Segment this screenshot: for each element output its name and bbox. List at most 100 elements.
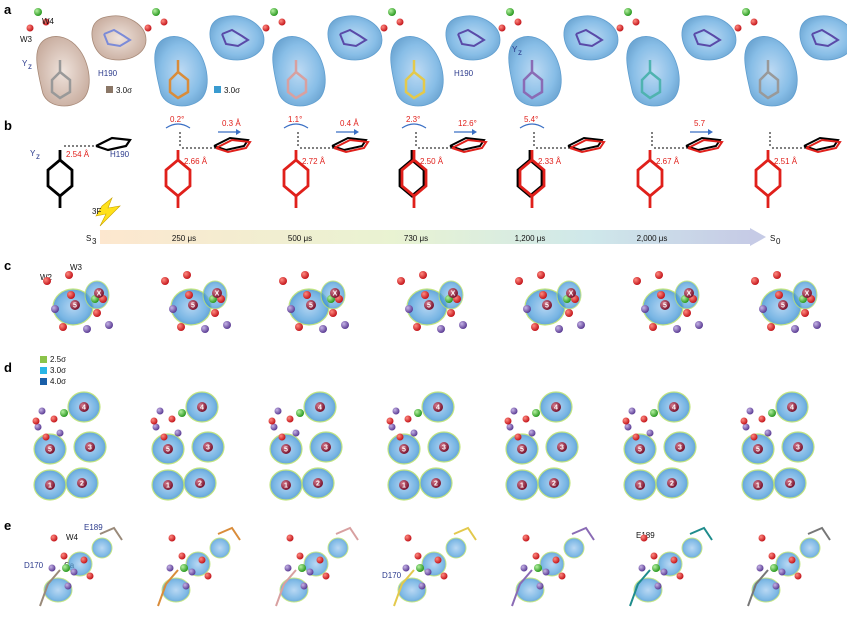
metal-atom <box>532 552 540 560</box>
water-w4 <box>160 18 168 26</box>
metal-atom <box>322 572 330 580</box>
oxygen-label: 5 <box>402 447 406 454</box>
metal-atom <box>523 305 531 313</box>
metal-atom <box>641 305 649 313</box>
oxygen-atom <box>399 444 409 454</box>
tyrosine-stick <box>758 60 780 100</box>
metal-atom <box>70 568 78 576</box>
metal-atom <box>447 309 455 317</box>
angle-tyrosine: 5.4° <box>524 115 538 124</box>
panel-label-d: d <box>4 360 12 375</box>
oxygen-label: 3 <box>206 445 210 452</box>
tyrosine-stick <box>404 60 426 100</box>
metal-atom <box>750 433 758 441</box>
water-w4 <box>750 18 758 26</box>
calcium-atom <box>62 564 70 572</box>
oxygen-label: 1 <box>520 483 524 490</box>
rotation-arrow-tyrosine <box>401 123 427 129</box>
label-x: X <box>215 291 220 298</box>
shift-histidine: 5.7 <box>694 119 706 128</box>
metal-atom <box>654 582 662 590</box>
water-w3 <box>26 24 34 32</box>
label-w3: W3 <box>20 35 33 44</box>
distance-label: 2.67 Å <box>656 157 680 166</box>
timeline-times: 250 μs 500 μs 730 μs 1,200 μs 2,000 μs <box>172 234 668 243</box>
metal-atom <box>306 568 314 576</box>
label-yz-frame5-sub: z <box>518 48 522 57</box>
metal-atom <box>223 321 231 329</box>
oxygen-atom <box>321 442 331 452</box>
density-blob <box>91 537 113 559</box>
calcium-atom <box>298 564 306 572</box>
metal-atom <box>522 415 530 423</box>
histidine-stick-red <box>687 138 724 154</box>
metal-atom <box>388 423 396 431</box>
histidine-stick <box>339 28 368 48</box>
tyrosine-stick-black <box>46 150 74 198</box>
residue-stick <box>275 569 297 607</box>
water-w4 <box>42 18 50 26</box>
oxygen-atom <box>313 478 323 488</box>
shift-arrowhead <box>472 129 477 135</box>
metal-atom <box>413 323 421 331</box>
metal-atom <box>93 309 101 317</box>
tyrosine-stick <box>640 60 662 100</box>
metal-atom <box>622 417 630 425</box>
legend-25-swatch <box>40 356 47 363</box>
label-x: X <box>687 291 692 298</box>
legend-40-label: 4.0σ <box>50 377 66 386</box>
histidine-stick-black <box>449 136 486 152</box>
timeline-end: S <box>770 234 775 243</box>
metal-atom <box>577 321 585 329</box>
water-w4 <box>640 534 648 542</box>
metal-atom <box>683 309 691 317</box>
oxygen-label: 3 <box>88 445 92 452</box>
oxygen-atom <box>45 480 55 490</box>
metal-atom <box>520 564 528 572</box>
panel-e-frame-1 <box>157 526 241 607</box>
oxygen-label: 2 <box>788 481 792 488</box>
panel-a-frame-0: W4 W3 Y z H190 3.0σ <box>20 8 147 107</box>
water-w4 <box>278 18 286 26</box>
water-w2 <box>751 277 759 285</box>
oxygen-atom <box>793 442 803 452</box>
rotation-arrow-tyrosine <box>165 123 191 129</box>
metal-atom <box>303 291 311 299</box>
oxygen-5 <box>70 300 80 310</box>
metal-atom <box>198 556 206 564</box>
oxygen-label: 2 <box>552 481 556 488</box>
oxygen-label: 2 <box>80 481 84 488</box>
metal-atom <box>759 305 767 313</box>
density-mesh-tyrosine <box>154 36 208 107</box>
metal-atom <box>152 423 160 431</box>
metal-atom <box>794 572 802 580</box>
panel-label-c: c <box>4 258 11 273</box>
water-w3 <box>183 271 191 279</box>
label-5: 5 <box>191 303 195 310</box>
calcium-atom <box>650 409 658 417</box>
residue-stick <box>99 526 123 541</box>
water-w3 <box>537 271 545 279</box>
calcium-atom <box>532 409 540 417</box>
tyrosine-stick-red <box>754 150 782 198</box>
density-blob <box>751 577 781 603</box>
oxygen-atom <box>787 402 797 412</box>
panel-d-frame-2: 1 2 3 4 5 <box>268 391 343 501</box>
panel-a-frames <box>144 8 847 107</box>
panel-e: E189 W4 D170 Ca D170 E189 <box>24 523 831 607</box>
oxygen-atom <box>439 442 449 452</box>
water-w2 <box>43 277 51 285</box>
panel-d-frame-1: 1 2 3 4 5 <box>150 391 225 501</box>
oxygen-label: 1 <box>284 483 288 490</box>
panel-d: 2.5σ 3.0σ 4.0σ 1 2 3 4 5 1 2 3 4 5 1 2 3 4 5 1 2 3 4 5 1 2 3 4 5… <box>32 355 815 501</box>
density-mesh-tyrosine <box>508 36 562 107</box>
panel-b-frame-4: 5.4° 2.33 Å <box>516 115 606 208</box>
metal-atom <box>174 429 182 437</box>
density-mesh-histidine <box>327 15 383 61</box>
panel-a-frame-2 <box>262 8 383 107</box>
metal-atom <box>270 423 278 431</box>
density-blob <box>161 577 191 603</box>
metal-atom <box>386 417 394 425</box>
distance-label: 2.66 Å <box>184 157 208 166</box>
oxygen-atom <box>431 478 441 488</box>
